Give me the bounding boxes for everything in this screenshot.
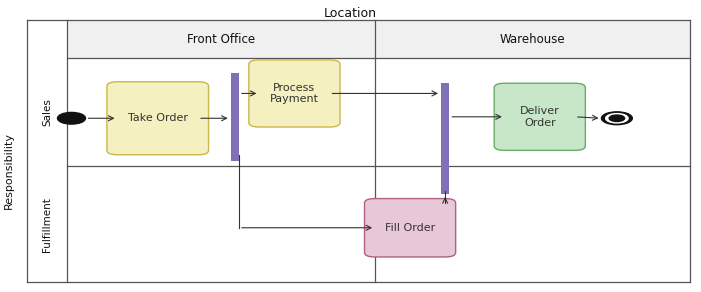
Bar: [441, 83, 449, 194]
Circle shape: [609, 115, 625, 121]
Text: Fulfillment: Fulfillment: [42, 197, 52, 251]
Text: Fill Order: Fill Order: [385, 223, 435, 233]
FancyBboxPatch shape: [249, 60, 340, 127]
Text: Responsibility: Responsibility: [4, 132, 14, 208]
Circle shape: [606, 114, 628, 123]
Bar: [375, 20, 690, 58]
Text: Take Order: Take Order: [128, 113, 188, 123]
Bar: [27, 166, 67, 282]
Text: Sales: Sales: [42, 98, 52, 126]
Text: Warehouse: Warehouse: [500, 33, 566, 46]
Text: Deliver
Order: Deliver Order: [520, 106, 559, 128]
Text: Location: Location: [324, 7, 377, 20]
Bar: [27, 20, 690, 282]
FancyBboxPatch shape: [494, 83, 585, 150]
Bar: [231, 73, 239, 161]
FancyBboxPatch shape: [365, 199, 456, 257]
Circle shape: [57, 112, 86, 124]
Text: Process
Payment: Process Payment: [270, 83, 319, 104]
Text: Front Office: Front Office: [187, 33, 255, 46]
Bar: [27, 20, 67, 166]
Circle shape: [601, 112, 632, 125]
FancyBboxPatch shape: [107, 82, 209, 155]
Bar: [67, 20, 375, 58]
